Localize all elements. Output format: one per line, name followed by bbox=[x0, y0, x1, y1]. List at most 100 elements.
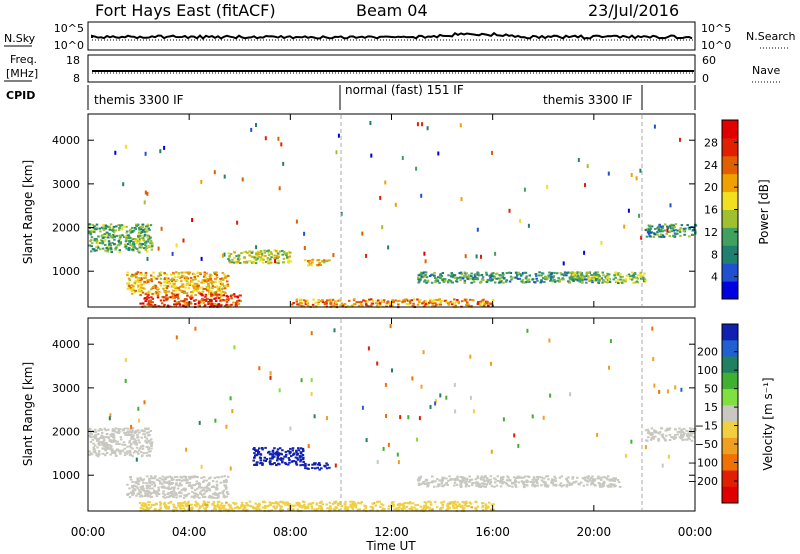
heatmap-cell bbox=[261, 463, 264, 466]
heatmap-cell bbox=[500, 280, 503, 283]
heatmap-cell bbox=[659, 230, 662, 233]
heatmap-cell bbox=[177, 302, 181, 304]
heatmap-cell bbox=[301, 447, 305, 450]
heatmap-cell bbox=[137, 226, 141, 229]
heatmap-cell bbox=[216, 503, 220, 506]
heatmap-cell bbox=[417, 482, 421, 485]
heatmap-cell bbox=[134, 440, 137, 443]
heatmap-speckle bbox=[289, 426, 292, 431]
heatmap-cell bbox=[229, 253, 233, 255]
heatmap-cell bbox=[279, 458, 283, 461]
heatmap-cell bbox=[132, 484, 136, 487]
heatmap-cell bbox=[227, 493, 230, 496]
heatmap-cell bbox=[313, 463, 317, 466]
heatmap-cell bbox=[127, 277, 131, 280]
heatmap-cell bbox=[407, 502, 410, 505]
heatmap-cell bbox=[233, 256, 236, 259]
heatmap-cell bbox=[185, 298, 188, 301]
heatmap-cell bbox=[175, 506, 178, 509]
heatmap-cell bbox=[276, 252, 280, 255]
heatmap-cell bbox=[667, 226, 670, 229]
heatmap-cell bbox=[161, 475, 164, 478]
heatmap-cell bbox=[536, 484, 540, 487]
heatmap-cell bbox=[579, 272, 582, 275]
heatmap-cell bbox=[621, 281, 624, 284]
heatmap-cell bbox=[164, 503, 167, 506]
heatmap-speckle bbox=[624, 453, 627, 458]
heatmap-cell bbox=[178, 490, 182, 493]
heatmap-speckle bbox=[280, 142, 283, 147]
heatmap-cell bbox=[183, 301, 187, 304]
heatmap-cell bbox=[409, 302, 412, 305]
heatmap-cell bbox=[190, 495, 194, 498]
heatmap-cell bbox=[686, 224, 689, 226]
heatmap-cell bbox=[227, 252, 230, 255]
heatmap-cell bbox=[243, 504, 246, 507]
heatmap-speckle bbox=[124, 358, 127, 362]
heatmap-cell bbox=[111, 229, 114, 232]
heatmap-speckle bbox=[679, 137, 681, 142]
heatmap-cell bbox=[673, 235, 677, 238]
heatmap-cell bbox=[136, 480, 139, 483]
heatmap-cell bbox=[136, 434, 139, 437]
heatmap-cell bbox=[149, 299, 152, 302]
heatmap-cell bbox=[98, 248, 102, 251]
heatmap-cell bbox=[98, 227, 101, 230]
heatmap-cell bbox=[467, 304, 470, 307]
heatmap-cell bbox=[227, 297, 230, 300]
heatmap-cell bbox=[140, 436, 143, 439]
heatmap-cell bbox=[220, 502, 224, 505]
heatmap-cell bbox=[459, 271, 463, 274]
heatmap-cell bbox=[290, 455, 293, 458]
heatmap-cell bbox=[476, 505, 480, 508]
heatmap-cell bbox=[146, 230, 149, 233]
heatmap-cell bbox=[112, 434, 116, 437]
heatmap-cell bbox=[162, 492, 165, 495]
heatmap-speckle bbox=[607, 171, 610, 176]
heatmap-cell bbox=[178, 483, 182, 486]
heatmap-cell bbox=[216, 476, 219, 479]
heatmap-speckle bbox=[439, 393, 442, 398]
heatmap-cell bbox=[641, 274, 645, 277]
heatmap-cell bbox=[407, 303, 410, 306]
heatmap-cell bbox=[140, 445, 143, 448]
heatmap-cell bbox=[190, 476, 194, 479]
heatmap-cell bbox=[242, 506, 246, 509]
heatmap-cell bbox=[442, 476, 446, 479]
heatmap-cell bbox=[465, 505, 469, 508]
heatmap-cell bbox=[647, 229, 650, 232]
x-tick-label: 12:00 bbox=[374, 525, 409, 539]
heatmap-cell bbox=[568, 276, 571, 279]
heatmap-cell bbox=[317, 263, 321, 266]
y-tick-label: 2000 bbox=[52, 426, 80, 439]
heatmap-cell bbox=[275, 261, 278, 264]
heatmap-speckle bbox=[526, 328, 529, 333]
heatmap-cell bbox=[168, 492, 171, 495]
heatmap-cell bbox=[630, 278, 634, 281]
heatmap-cell bbox=[173, 282, 176, 285]
heatmap-cell bbox=[148, 228, 151, 231]
heatmap-cell bbox=[145, 451, 148, 454]
heatmap-cell bbox=[598, 477, 601, 480]
heatmap-cell bbox=[175, 493, 178, 496]
heatmap-cell bbox=[434, 298, 438, 301]
heatmap-cell bbox=[119, 452, 122, 455]
heatmap-cell bbox=[636, 277, 640, 280]
heatmap-cell bbox=[648, 224, 652, 227]
heatmap-cell bbox=[451, 281, 454, 284]
heatmap-cell bbox=[188, 282, 191, 285]
heatmap-cell bbox=[229, 295, 233, 298]
heatmap-cell bbox=[428, 275, 432, 277]
heatmap-cell bbox=[221, 492, 225, 495]
heatmap-speckle bbox=[225, 424, 228, 429]
heatmap-cell bbox=[307, 264, 310, 267]
heatmap-cell bbox=[221, 277, 224, 280]
heatmap-speckle bbox=[387, 245, 390, 250]
heatmap-cell bbox=[138, 228, 141, 231]
heatmap-speckle bbox=[415, 166, 418, 171]
heatmap-cell bbox=[314, 301, 317, 304]
heatmap-cell bbox=[195, 482, 198, 485]
heatmap-cell bbox=[149, 239, 153, 242]
heatmap-cell bbox=[354, 505, 357, 508]
colorbar-swatch bbox=[722, 245, 738, 264]
